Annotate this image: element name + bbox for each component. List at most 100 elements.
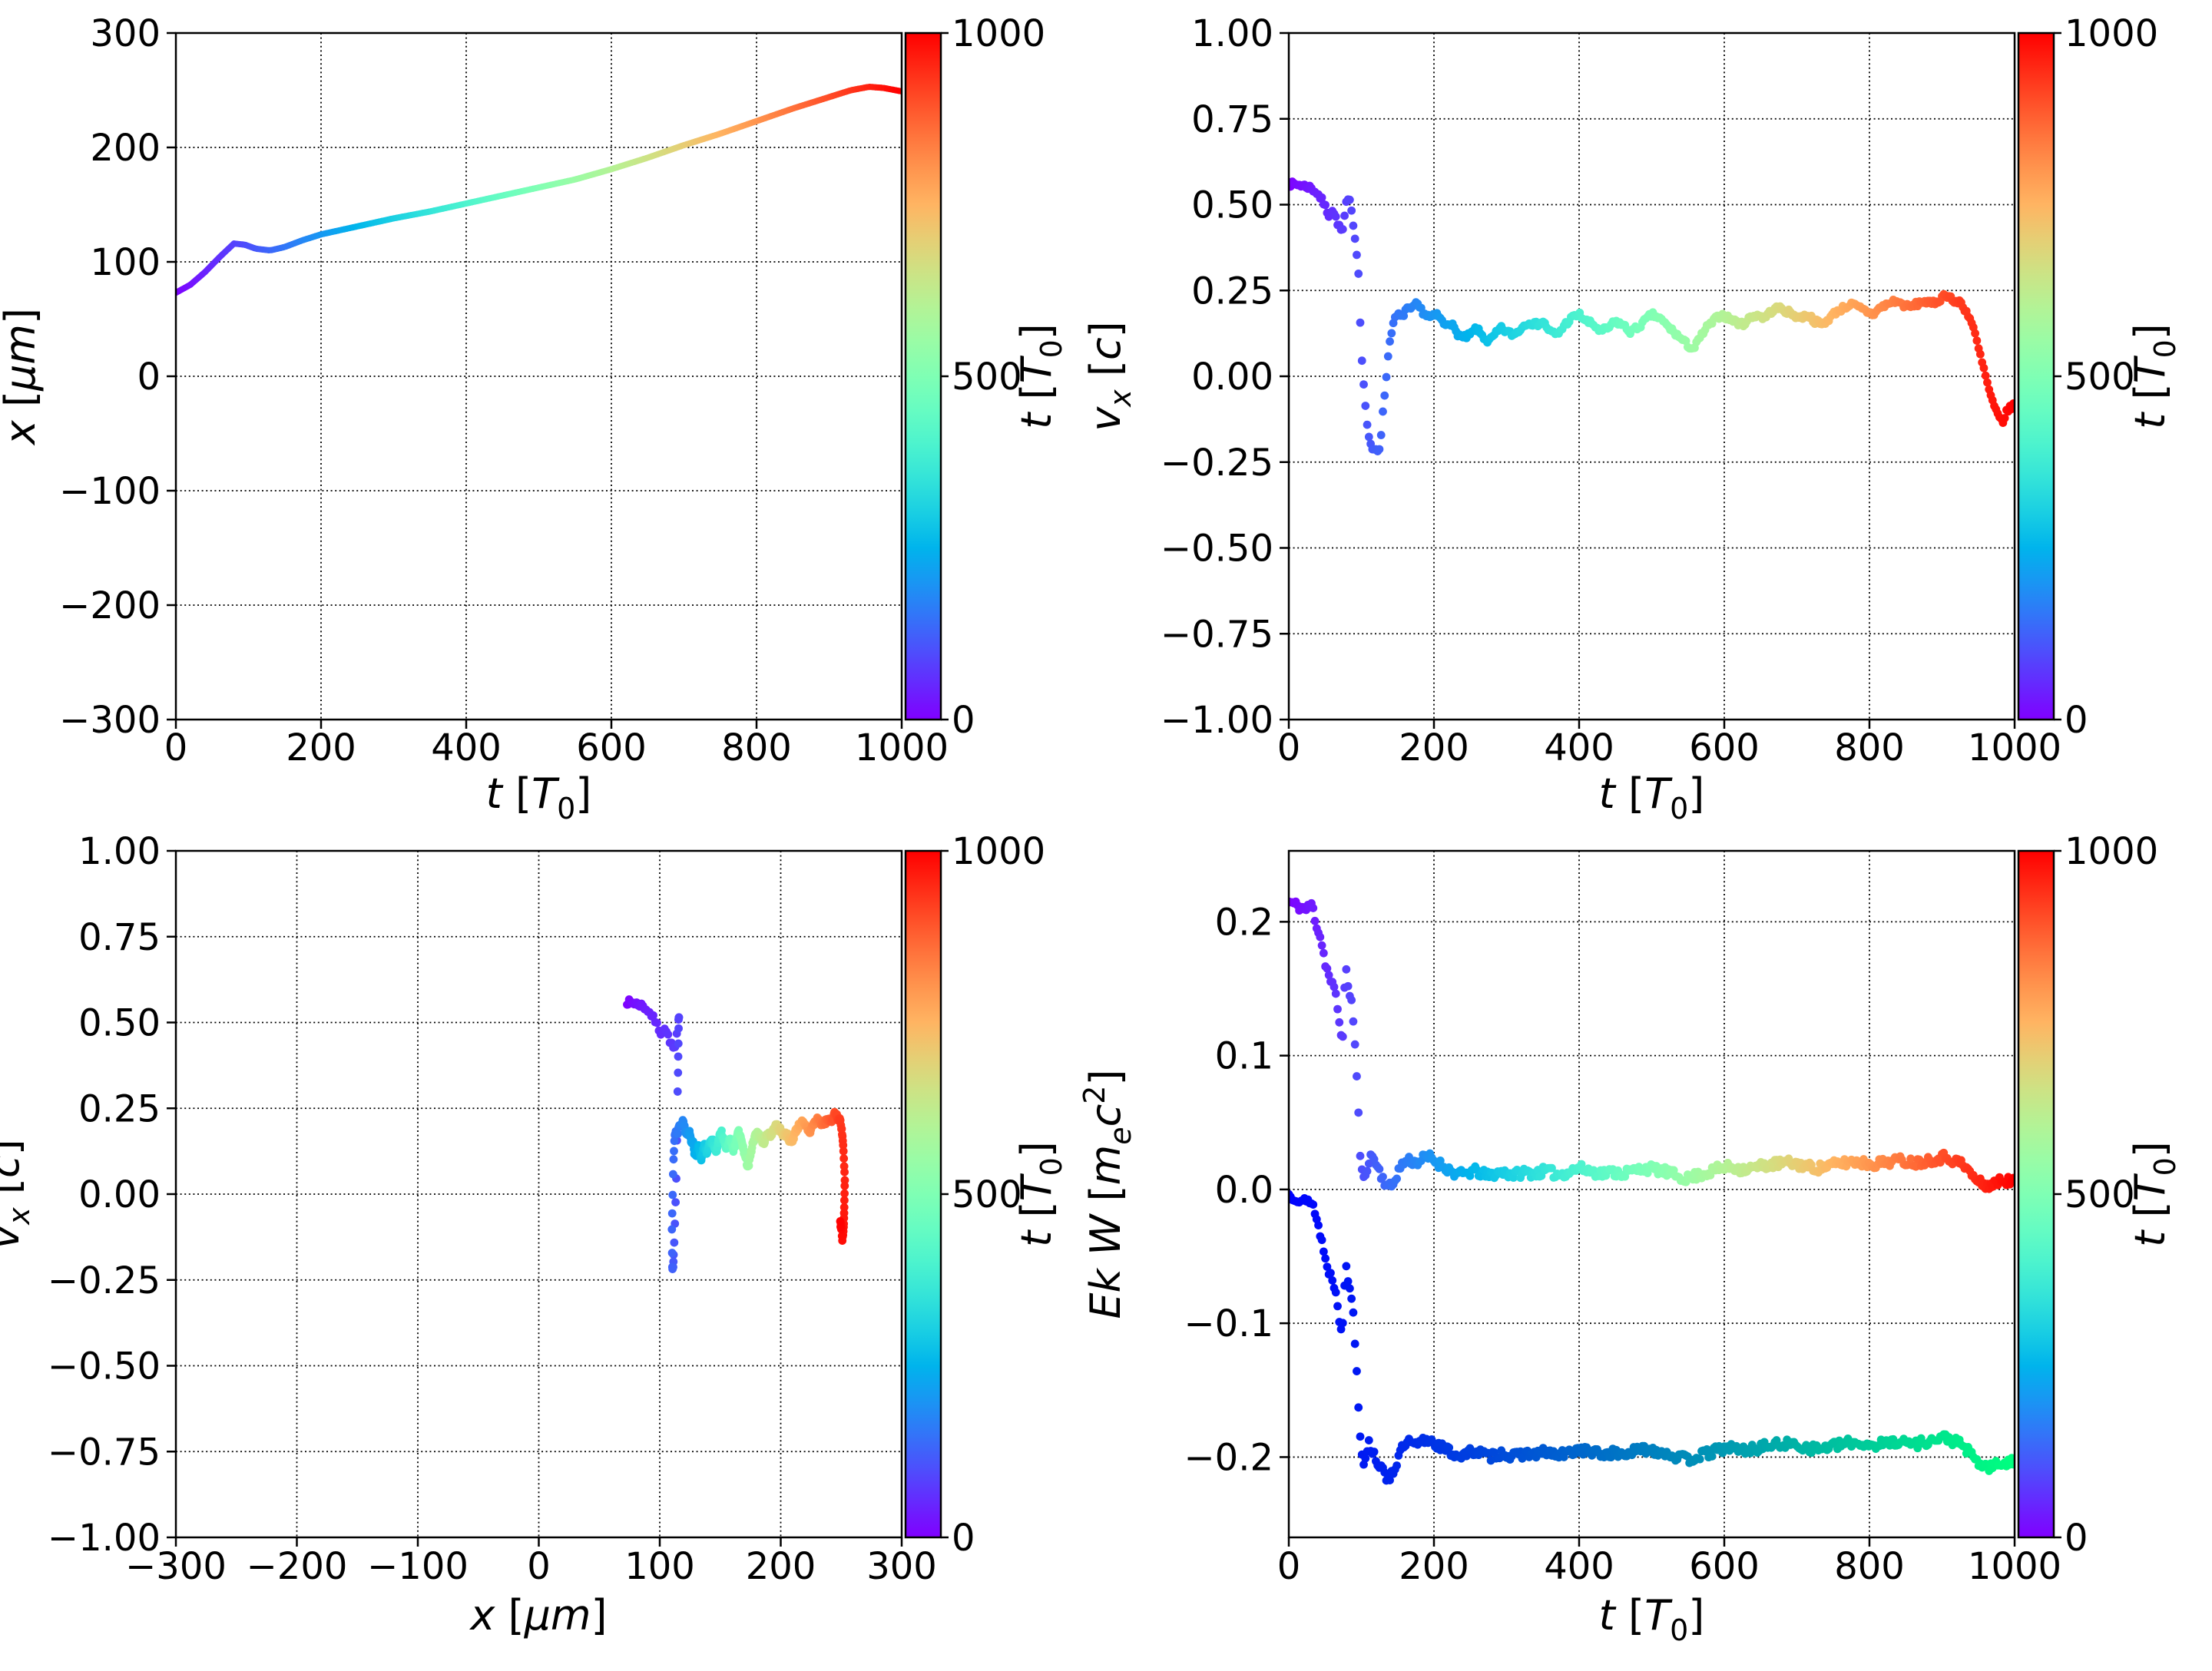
colorbar-label: t [T0] — [1012, 323, 1068, 429]
y-tick-label: −300 — [59, 699, 161, 742]
y-tick-label: 0.1 — [1215, 1035, 1273, 1078]
x-tick-label: −200 — [247, 1545, 348, 1588]
tick-labels: 0 200 400 600 800 1000 0.2 0.1 0.0 −0.1 −0.2 — [1184, 901, 2061, 1588]
colorbar-tick-label: 0 — [952, 699, 975, 742]
x-axis-label: t [T0] — [1599, 1591, 1705, 1647]
x-axis-label: x [μm] — [469, 1591, 607, 1640]
y-tick-label: 0.75 — [1191, 98, 1273, 141]
x-tick-label: 0 — [1277, 1545, 1301, 1588]
ticks — [1280, 31, 2016, 729]
gridlines — [176, 33, 902, 720]
colorbar-bar — [2017, 849, 2055, 1539]
y-tick-label: −0.2 — [1184, 1436, 1273, 1479]
colorbar: 0 500 1000 t [T0] — [904, 12, 1068, 742]
y-tick-label: −0.75 — [48, 1431, 161, 1474]
x-tick-label: 0 — [1277, 726, 1301, 769]
x-tick-label: 300 — [866, 1545, 937, 1588]
y-tick-label: 0.25 — [1191, 270, 1273, 313]
x-tick-label: 800 — [721, 726, 792, 769]
y-tick-label: −0.50 — [48, 1345, 161, 1388]
tick-labels: −300 −200 −100 0 100 200 300 1.00 0.75 0.50 0.25 0.… — [48, 830, 937, 1588]
colorbar: 0 500 1000 t [T0] — [2017, 830, 2182, 1560]
series-vx-vs-t — [1289, 177, 2015, 455]
y-axis-label: Ek W [mec2] — [1078, 1069, 1137, 1319]
x-tick-label: 1000 — [1968, 1545, 2061, 1588]
y-tick-label: −0.50 — [1161, 528, 1273, 571]
x-tick-label: 600 — [1689, 1545, 1760, 1588]
colorbar-tick-label: 1000 — [952, 830, 1045, 873]
y-tick-label: −0.25 — [48, 1259, 161, 1302]
y-tick-label: 0 — [137, 356, 161, 399]
y-tick-label: 0.50 — [1191, 184, 1273, 227]
colorbar-tick-label: 0 — [2065, 699, 2088, 742]
x-tick-label: 200 — [1399, 726, 1469, 769]
colorbar-tick-label: 0 — [2065, 1517, 2088, 1560]
x-tick-label: −100 — [367, 1545, 469, 1588]
ticks — [1280, 921, 2016, 1547]
y-tick-label: 100 — [90, 241, 161, 284]
axes-spines — [1287, 849, 2016, 1539]
gridlines — [1289, 851, 2015, 1537]
x-tick-label: 0 — [164, 726, 188, 769]
colorbar-bar — [904, 849, 942, 1539]
y-tick-label: −1.00 — [1161, 699, 1273, 742]
x-tick-label: 400 — [1544, 1545, 1614, 1588]
y-tick-label: 0.2 — [1215, 901, 1273, 944]
x-axis-label: t [T0] — [1599, 769, 1705, 826]
x-tick-label: −300 — [125, 1545, 227, 1588]
y-axis-label: vx [c] — [1081, 321, 1137, 431]
colorbar-tick-label: 500 — [2065, 1173, 2135, 1216]
colorbar: 0 500 1000 t [T0] — [2017, 12, 2182, 742]
x-tick-label: 200 — [1399, 1545, 1469, 1588]
x-axis-label: t [T0] — [486, 769, 592, 826]
panel-energy-vs-t: 0 200 400 600 800 1000 0.2 0.1 0.0 −0.1 −0.2 t [T0]… — [1078, 830, 2182, 1647]
x-tick-label: 800 — [1834, 726, 1905, 769]
colorbar-tick-label: 0 — [952, 1517, 975, 1560]
y-tick-label: −0.75 — [1161, 613, 1273, 656]
x-tick-label: 800 — [1834, 1545, 1905, 1588]
y-tick-label: −100 — [59, 470, 161, 513]
colorbar-label: t [T0] — [2126, 323, 2182, 429]
series-vx-vs-x — [623, 995, 849, 1273]
y-tick-label: −0.1 — [1184, 1302, 1273, 1345]
y-tick-label: 0.0 — [1215, 1169, 1273, 1212]
x-tick-label: 1000 — [1968, 726, 2061, 769]
colorbar-label: t [T0] — [2126, 1141, 2182, 1247]
colorbar-tick-label: 1000 — [2065, 12, 2158, 55]
x-tick-label: 600 — [1689, 726, 1760, 769]
y-tick-label: −200 — [59, 584, 161, 627]
y-tick-label: 0.75 — [78, 916, 161, 959]
colorbar-tick-label: 500 — [952, 1173, 1022, 1216]
y-tick-label: 1.00 — [1191, 12, 1273, 55]
colorbar-tick-label: 500 — [952, 356, 1022, 399]
panel-x-vs-t: 0 200 400 600 800 10003002001000−100−200−300t… — [0, 12, 1068, 826]
y-axis-label: x [μm] — [0, 308, 45, 446]
y-tick-label: 300 — [90, 12, 161, 55]
series-x-vs-t — [176, 84, 902, 296]
x-tick-label: 1000 — [855, 726, 949, 769]
colorbar-tick-label: 1000 — [2065, 830, 2158, 873]
gridlines — [176, 851, 902, 1537]
series-energy-vs-t — [1289, 897, 2015, 1485]
x-tick-label: 200 — [286, 726, 356, 769]
colorbar-bar — [2017, 31, 2055, 721]
x-tick-label: 400 — [431, 726, 502, 769]
tick-labels: 0 200 400 600 800 1000 1.00 0.75 0.50 0.25 0.00 −0.… — [1161, 12, 2061, 769]
y-axis-label: vx [c] — [0, 1139, 36, 1249]
gridlines — [1289, 33, 2015, 720]
y-tick-label: 0.00 — [1191, 356, 1273, 399]
y-tick-label: 200 — [90, 127, 161, 170]
colorbar-label: t [T0] — [1012, 1141, 1068, 1247]
panel-vx-vs-x: −300 −200 −100 0 100 200 300 1.00 0.75 0.50 0.25 0.… — [0, 830, 1068, 1640]
colorbar-bar — [904, 31, 942, 721]
x-tick-label: 200 — [746, 1545, 816, 1588]
x-tick-label: 100 — [624, 1545, 695, 1588]
y-tick-label: −0.25 — [1161, 442, 1273, 485]
ticks — [167, 849, 903, 1547]
panel-vx-vs-t: 0 200 400 600 800 1000 1.00 0.75 0.50 0.25 0.00 −0.… — [1081, 12, 2182, 826]
ticks — [167, 31, 903, 729]
